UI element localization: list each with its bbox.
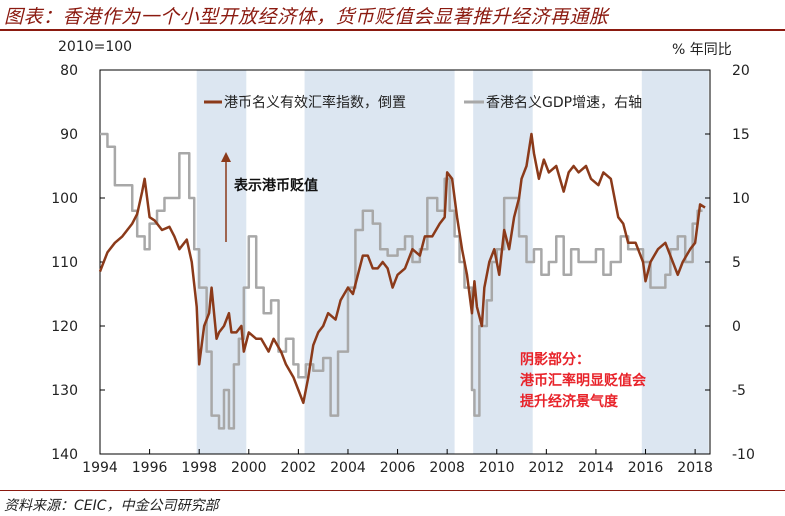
source-note: 资料来源：CEIC，中金公司研究部: [4, 498, 219, 514]
x-tick-label: 2002: [281, 460, 317, 476]
arrow-head-icon: [221, 152, 231, 162]
left-axis-ticks: 80 90 100 110 120 130 140: [51, 63, 105, 463]
right-axis-ticks: 20 15 10 5 0 -5 -10: [705, 63, 755, 463]
shade-note-line-3: 提升经济景气度: [520, 393, 619, 410]
x-tick-label: 1998: [181, 460, 217, 476]
left-tick-label: 140: [51, 447, 78, 463]
x-tick-label: 2004: [330, 460, 366, 476]
x-tick-label: 2014: [578, 460, 614, 476]
x-tick-label: 2008: [429, 460, 465, 476]
right-tick-label: 20: [732, 63, 750, 79]
left-tick-label: 80: [60, 63, 78, 79]
x-tick-label: 2016: [628, 460, 664, 476]
legend: 港币名义有效汇率指数，倒置 香港名义GDP增速，右轴: [204, 94, 642, 111]
legend-gdp-label: 香港名义GDP增速，右轴: [486, 95, 642, 111]
left-tick-label: 130: [51, 383, 78, 399]
shaded-periods: [196, 70, 709, 454]
right-tick-label: -10: [732, 447, 755, 463]
left-tick-label: 100: [51, 191, 78, 207]
depreciation-label: 表示港币贬值: [233, 177, 318, 194]
x-tick-label: 1996: [132, 460, 168, 476]
left-tick-label: 110: [51, 255, 78, 271]
title-underline: [0, 29, 785, 31]
x-tick-label: 2000: [231, 460, 267, 476]
x-tick-label: 2012: [529, 460, 565, 476]
right-tick-label: 5: [732, 255, 741, 271]
shaded-period-4: [641, 70, 709, 454]
shaded-period-1: [196, 70, 247, 454]
right-tick-label: 15: [732, 127, 750, 143]
shade-note: 阴影部分： 港币汇率明显贬值会 提升经济景气度: [520, 351, 647, 410]
x-tick-label: 2010: [479, 460, 515, 476]
depreciation-annotation: 表示港币贬值: [221, 152, 318, 242]
left-axis-base-label: 2010=100: [58, 39, 133, 55]
right-tick-label: 10: [732, 191, 750, 207]
left-tick-label: 90: [60, 127, 78, 143]
shaded-period-3: [473, 70, 533, 454]
legend-heer-label: 港币名义有效汇率指数，倒置: [224, 94, 406, 111]
shaded-period-2: [304, 70, 455, 454]
shade-note-line-1: 阴影部分：: [520, 351, 590, 368]
x-axis-ticks: 1994 1996 1998 2000 2002 2004 2006 2008 2010 2012…: [82, 449, 713, 476]
footer-rule: [0, 490, 785, 491]
series-line-gdp-growth: [100, 132, 703, 430]
right-tick-label: 0: [732, 319, 741, 335]
x-tick-label: 2006: [380, 460, 416, 476]
left-tick-label: 120: [51, 319, 78, 335]
x-tick-label: 2018: [677, 460, 713, 476]
shade-note-line-2: 港币汇率明显贬值会: [520, 372, 647, 389]
x-tick-label: 1994: [82, 460, 118, 476]
series-lines: [98, 132, 706, 430]
chart-title: 图表：香港作为一个小型开放经济体，货币贬值会显著推升经济再通胀: [4, 6, 609, 28]
right-axis-unit-label: % 年同比: [672, 42, 732, 58]
series-line-hkd-neer-inverted: [98, 132, 706, 405]
right-tick-label: -5: [732, 383, 746, 399]
